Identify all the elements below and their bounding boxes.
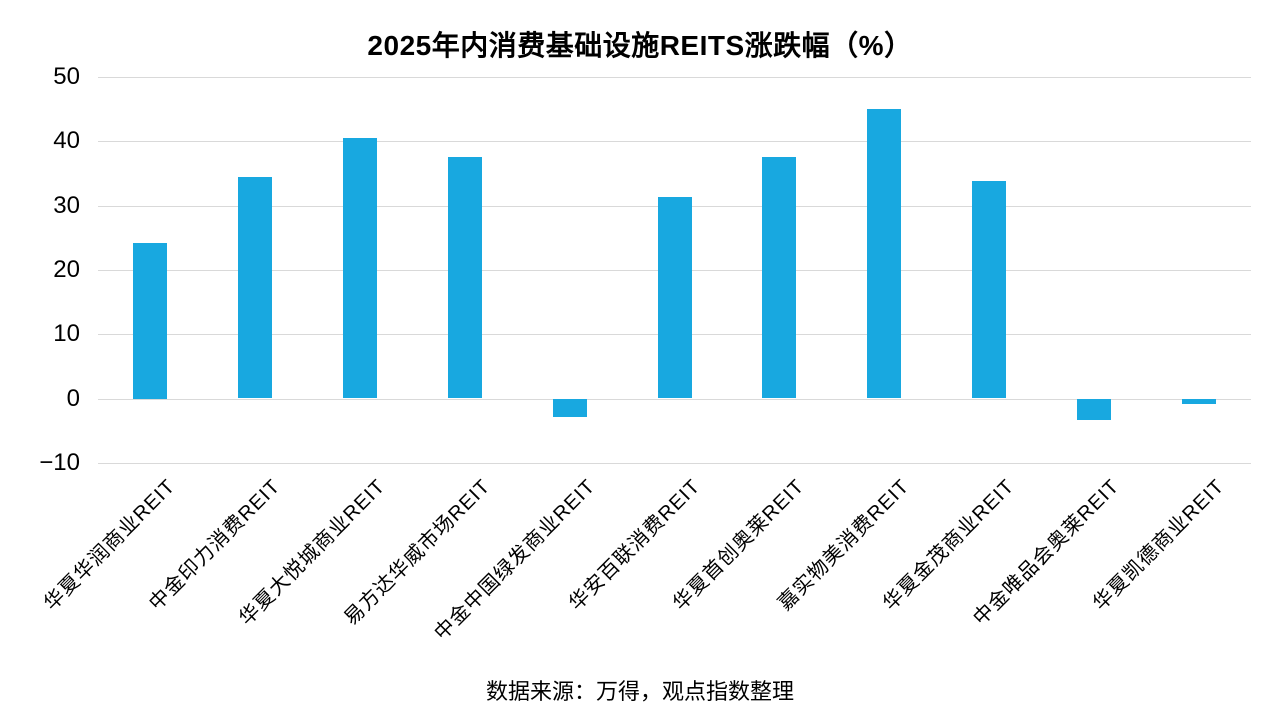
y-tick-label: 30 [53,192,80,219]
source-note: 数据来源：万得，观点指数整理 [485,679,794,704]
y-tick-label: −10 [39,449,80,476]
bar [133,243,167,399]
bar [972,181,1006,398]
y-tick-label: 50 [53,63,80,90]
bar [867,109,901,398]
bar [1182,399,1216,404]
gridline [98,463,1251,464]
gridline [98,77,1251,78]
y-tick-label: 0 [66,385,80,412]
bar [1077,399,1111,420]
gridline [98,141,1251,142]
gridline [98,399,1251,400]
bar [658,197,692,398]
bar [762,157,796,398]
bar [238,177,272,398]
bar [553,399,587,417]
chart-title: 2025年内消费基础设施REITS涨跌幅（%） [367,30,913,61]
y-tick-label: 10 [53,320,80,347]
y-tick-label: 20 [53,256,80,283]
bar [343,138,377,398]
bar [448,157,482,398]
y-tick-label: 40 [53,127,80,154]
